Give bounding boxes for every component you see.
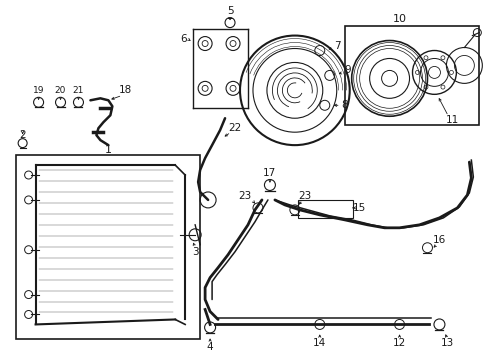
Text: 1: 1 xyxy=(104,145,112,155)
Text: 6: 6 xyxy=(180,33,186,44)
Bar xyxy=(344,26,478,125)
Text: 4: 4 xyxy=(206,342,213,352)
Text: 8: 8 xyxy=(341,100,347,110)
Text: 10: 10 xyxy=(392,14,406,24)
Text: 21: 21 xyxy=(73,86,84,95)
Text: 2: 2 xyxy=(20,130,26,140)
Text: 22: 22 xyxy=(228,123,241,133)
Text: 15: 15 xyxy=(352,203,366,213)
Text: 11: 11 xyxy=(445,115,458,125)
Bar xyxy=(16,155,200,339)
Text: 12: 12 xyxy=(392,338,406,348)
Text: 23: 23 xyxy=(298,191,311,201)
Text: 5: 5 xyxy=(226,6,233,15)
Text: 7: 7 xyxy=(334,41,340,50)
Text: 16: 16 xyxy=(432,235,445,245)
Bar xyxy=(297,200,352,218)
Text: 3: 3 xyxy=(191,247,198,257)
Text: 18: 18 xyxy=(119,85,132,95)
Text: 17: 17 xyxy=(263,168,276,178)
Text: 19: 19 xyxy=(33,86,44,95)
Text: 14: 14 xyxy=(312,338,326,348)
Text: 20: 20 xyxy=(55,86,66,95)
Text: 9: 9 xyxy=(344,66,350,76)
Text: 23: 23 xyxy=(238,191,251,201)
Text: 13: 13 xyxy=(440,338,453,348)
